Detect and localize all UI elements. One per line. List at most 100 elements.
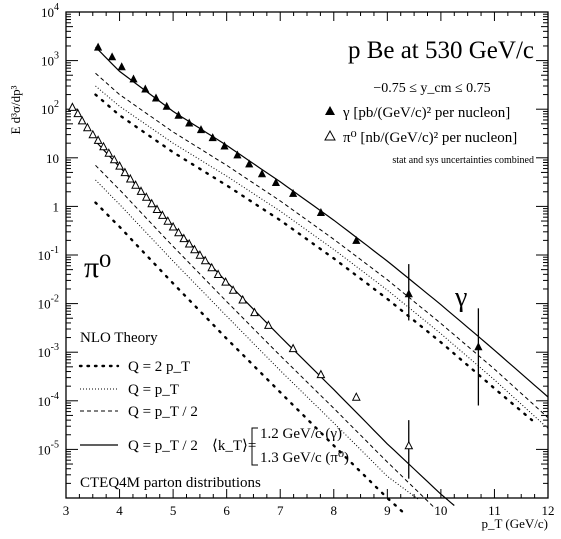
gamma-point (174, 110, 183, 119)
pi0-point (263, 320, 273, 329)
pi0-point (120, 167, 130, 177)
pi0-point (88, 129, 98, 139)
pi0-point (152, 204, 162, 213)
gamma-curve-label: γ (454, 282, 467, 313)
gamma-point (151, 93, 161, 102)
pi0-point (316, 369, 326, 379)
y-tick-label: 10-3 (38, 342, 59, 360)
gamma-legend-marker (325, 106, 335, 115)
pi0-point (104, 148, 114, 157)
legend-label-qhalf: Q = p_T / 2 (128, 404, 198, 420)
x-tick-label: 7 (277, 503, 284, 518)
pi0-point (141, 192, 151, 201)
gamma-point (404, 289, 413, 298)
pi0-point (125, 173, 135, 183)
x-tick-label: 11 (488, 503, 501, 518)
pi0-point (195, 250, 205, 259)
x-tick-label: 5 (170, 503, 177, 518)
pi0-point (109, 154, 119, 164)
y-tick-label: 10-5 (38, 439, 59, 457)
x-tick-label: 3 (63, 503, 70, 518)
legend-kt-label: ⟨k_T⟩= (212, 438, 256, 454)
gamma-point (108, 52, 117, 61)
y-tick-label: 10 (46, 151, 59, 166)
theory-curve (95, 85, 549, 429)
x-tick-label: 10 (434, 503, 447, 518)
gamma-point (196, 125, 206, 134)
theory-curve (95, 72, 549, 419)
pi0-point (93, 135, 103, 144)
pi0-point (136, 186, 146, 195)
legend-label-q2pt: Q = 2 p_T (128, 359, 190, 375)
gamma-point (185, 118, 194, 127)
legend-pdf-note: CTEQ4M parton distributions (80, 475, 261, 491)
y-tick-label: 10-1 (38, 245, 59, 263)
gamma-point (352, 235, 361, 244)
theory-legend-header: NLO Theory (80, 330, 158, 346)
gamma-point (271, 178, 280, 186)
gamma-point (289, 188, 298, 197)
pi0-point (250, 307, 259, 317)
pi0-point (157, 210, 167, 219)
y-tick-label: 10-4 (38, 391, 59, 409)
y-tick-label: 104 (41, 2, 59, 20)
legend-label-qhalf-kt: Q = p_T / 2 (128, 438, 198, 454)
pi0-point (174, 227, 183, 237)
pi0-point (288, 343, 298, 353)
data-points (67, 42, 483, 450)
chart-title: p Be at 530 GeV/c (348, 37, 534, 64)
pi0-point (147, 198, 157, 208)
pi0-point (238, 294, 248, 304)
x-tick-label: 12 (542, 503, 555, 518)
pi0-point (179, 233, 189, 243)
x-tick-label: 9 (384, 503, 391, 518)
pi0-point (351, 392, 361, 401)
x-tick-label: 8 (331, 503, 338, 518)
pi0-point (404, 440, 414, 450)
pi0-point (99, 141, 108, 151)
pi0-point (200, 255, 210, 265)
gamma-point (220, 141, 229, 150)
x-tick-label: 4 (116, 503, 123, 518)
theory-curve (94, 201, 405, 514)
error-bars (408, 264, 480, 479)
pi0-point (73, 108, 83, 118)
gamma-point (233, 150, 242, 159)
gamma-point (141, 84, 150, 93)
pi0-point (131, 180, 141, 189)
gamma-point (94, 42, 103, 51)
pi0-legend-marker (324, 129, 336, 141)
y-tick-label: 103 (41, 51, 59, 69)
theory-curve (95, 164, 436, 510)
x-axis-label: p_T (GeV/c) (481, 516, 548, 531)
pi0-point (207, 262, 217, 272)
legend-kt-gamma: 1.2 GeV/c (γ) (260, 426, 342, 442)
y-tick-label: 1 (53, 199, 60, 214)
gamma-point (129, 74, 138, 83)
theory-curve (95, 46, 549, 398)
gamma-point (257, 169, 267, 178)
legend-label-qpt: Q = p_T (128, 382, 179, 398)
gamma-point (208, 133, 217, 142)
uncertainty-note: stat and sys uncertainties combined (392, 155, 534, 166)
gamma-legend-text: γ [pb/(GeV/c)² per nucleon] (342, 105, 510, 121)
y-axis-label: E d³σ/dp³ (8, 85, 23, 134)
pi0-point (82, 122, 92, 132)
pi0-legend-text: π⁰ [nb/(GeV/c)² per nucleon] (343, 130, 517, 146)
pi0-point (168, 221, 178, 231)
y-tick-label: 10-2 (38, 294, 59, 312)
pi0-point (228, 285, 238, 294)
gamma-point (162, 101, 171, 110)
gamma-point (316, 208, 325, 216)
axis-ticks: 3 4 5 6 7 8 9 10 11 1210410310210110-110-210-310-… (38, 2, 555, 518)
pi0-curve-label: π⁰ (84, 251, 111, 284)
pi0-point (115, 161, 125, 170)
gamma-point (245, 159, 254, 168)
legend-kt-pi0: 1.3 GeV/c (π⁰) (260, 450, 349, 466)
theory-curve (94, 93, 534, 422)
gamma-point (474, 342, 483, 351)
y-tick-label: 102 (41, 99, 59, 117)
gamma-point (117, 62, 126, 71)
